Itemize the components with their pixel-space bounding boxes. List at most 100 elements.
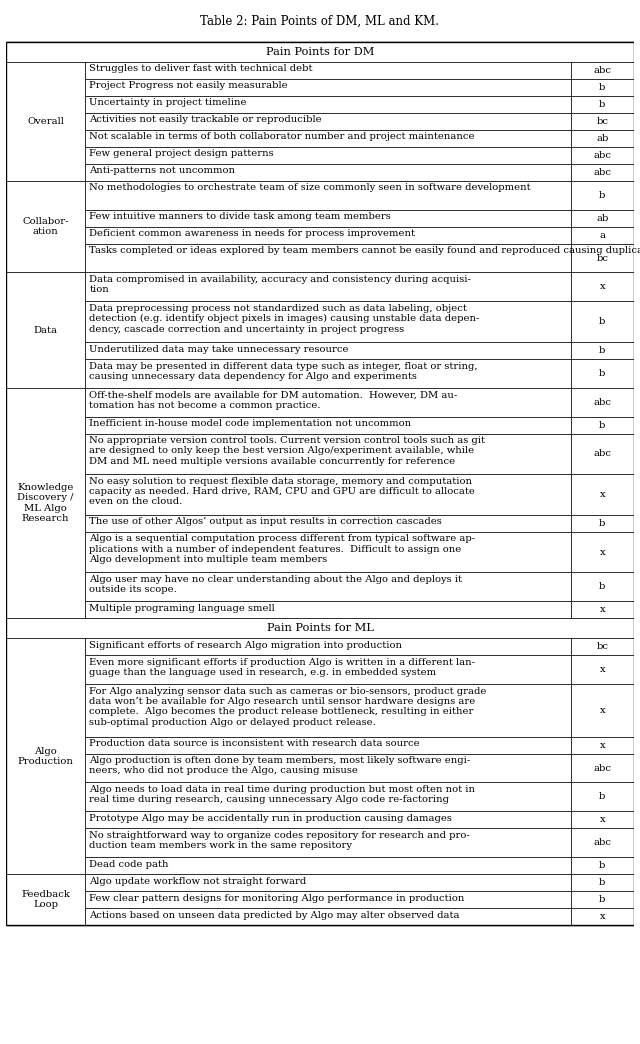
Bar: [571, 433, 634, 474]
Bar: [571, 737, 634, 754]
Bar: [6, 387, 85, 618]
Text: ab: ab: [596, 134, 609, 143]
Bar: [571, 164, 634, 181]
Bar: [85, 639, 571, 656]
Text: b: b: [599, 317, 605, 326]
Bar: [6, 42, 634, 925]
Bar: [85, 210, 571, 227]
Bar: [6, 639, 85, 874]
Text: x: x: [600, 606, 605, 614]
Text: b: b: [599, 346, 605, 355]
Text: abc: abc: [593, 151, 611, 160]
Bar: [85, 227, 571, 243]
Text: Data: Data: [34, 326, 58, 334]
Bar: [85, 147, 571, 164]
Text: x: x: [600, 706, 605, 715]
Bar: [571, 147, 634, 164]
Bar: [571, 96, 634, 113]
Bar: [571, 302, 634, 341]
Text: Production data source is inconsistent with research data source: Production data source is inconsistent w…: [89, 739, 420, 749]
Bar: [571, 79, 634, 96]
Text: x: x: [600, 547, 605, 556]
Text: Tasks completed or ideas explored by team members cannot be easily found and rep: Tasks completed or ideas explored by tea…: [89, 246, 640, 256]
Text: a: a: [599, 231, 605, 240]
Bar: [85, 572, 571, 601]
Text: Algo needs to load data in real time during production but most often not in
rea: Algo needs to load data in real time dur…: [89, 785, 475, 804]
Bar: [85, 113, 571, 129]
Bar: [85, 474, 571, 515]
Text: x: x: [600, 815, 605, 824]
Bar: [85, 302, 571, 341]
Bar: [571, 874, 634, 891]
Text: Prototype Algo may be accidentally run in production causing damages: Prototype Algo may be accidentally run i…: [89, 814, 452, 823]
Text: Algo production is often done by team members, most likely software engi-
neers,: Algo production is often done by team me…: [89, 756, 470, 776]
Text: Data compromised in availability, accuracy and consistency during acquisi-
tion: Data compromised in availability, accura…: [89, 275, 471, 294]
Text: The use of other Algos’ output as input results in correction cascades: The use of other Algos’ output as input …: [89, 518, 442, 526]
Text: b: b: [599, 191, 605, 199]
Bar: [6, 874, 85, 925]
Bar: [85, 62, 571, 79]
Bar: [571, 656, 634, 684]
Text: abc: abc: [593, 66, 611, 75]
Text: Underutilized data may take unnecessary resource: Underutilized data may take unnecessary …: [89, 345, 349, 354]
Bar: [571, 113, 634, 129]
Text: Multiple programing language smell: Multiple programing language smell: [89, 603, 275, 613]
Text: x: x: [600, 740, 605, 750]
Text: Project Progress not easily measurable: Project Progress not easily measurable: [89, 81, 288, 91]
Text: ab: ab: [596, 214, 609, 222]
Text: Data may be presented in different data type such as integer, float or string,
c: Data may be presented in different data …: [89, 361, 478, 381]
Text: x: x: [600, 912, 605, 921]
Text: Uncertainty in project timeline: Uncertainty in project timeline: [89, 98, 246, 108]
Bar: [85, 341, 571, 359]
Text: b: b: [599, 583, 605, 591]
Text: No appropriate version control tools. Current version control tools such as git
: No appropriate version control tools. Cu…: [89, 436, 485, 466]
Bar: [571, 811, 634, 828]
Bar: [85, 891, 571, 908]
Bar: [571, 181, 634, 210]
Bar: [85, 684, 571, 737]
Bar: [85, 79, 571, 96]
Text: Knowledge
Discovery /
ML Algo
Research: Knowledge Discovery / ML Algo Research: [17, 482, 74, 523]
Bar: [85, 164, 571, 181]
Bar: [85, 417, 571, 433]
Bar: [85, 181, 571, 210]
Text: Struggles to deliver fast with technical debt: Struggles to deliver fast with technical…: [89, 65, 313, 73]
Text: Pain Points for ML: Pain Points for ML: [267, 623, 373, 634]
Text: abc: abc: [593, 763, 611, 773]
Bar: [571, 684, 634, 737]
Bar: [571, 359, 634, 387]
Bar: [85, 601, 571, 618]
Text: b: b: [599, 861, 605, 870]
Bar: [571, 754, 634, 782]
Text: b: b: [599, 878, 605, 887]
Text: b: b: [599, 895, 605, 904]
Bar: [571, 227, 634, 243]
Bar: [6, 618, 634, 639]
Bar: [6, 62, 85, 181]
Bar: [571, 210, 634, 227]
Text: Dead code path: Dead code path: [89, 859, 169, 869]
Text: b: b: [599, 369, 605, 378]
Text: Anti-patterns not uncommon: Anti-patterns not uncommon: [89, 166, 235, 175]
Text: bc: bc: [596, 117, 608, 126]
Text: x: x: [600, 282, 605, 291]
Text: Actions based on unseen data predicted by Algo may alter observed data: Actions based on unseen data predicted b…: [89, 910, 460, 920]
Bar: [571, 272, 634, 302]
Bar: [85, 243, 571, 272]
Bar: [85, 433, 571, 474]
Bar: [571, 417, 634, 433]
Bar: [571, 828, 634, 857]
Bar: [85, 782, 571, 811]
Bar: [85, 828, 571, 857]
Text: b: b: [599, 100, 605, 109]
Text: b: b: [599, 792, 605, 802]
Bar: [85, 857, 571, 874]
Text: Deficient common awareness in needs for process improvement: Deficient common awareness in needs for …: [89, 230, 415, 238]
Bar: [85, 359, 571, 387]
Text: abc: abc: [593, 449, 611, 458]
Text: Off-the-shelf models are available for DM automation.  However, DM au-
tomation : Off-the-shelf models are available for D…: [89, 390, 458, 409]
Bar: [85, 754, 571, 782]
Text: Table 2: Pain Points of DM, ML and KM.: Table 2: Pain Points of DM, ML and KM.: [200, 15, 440, 27]
Text: Few clear pattern designs for monitoring Algo performance in production: Few clear pattern designs for monitoring…: [89, 894, 465, 903]
Text: b: b: [599, 82, 605, 92]
